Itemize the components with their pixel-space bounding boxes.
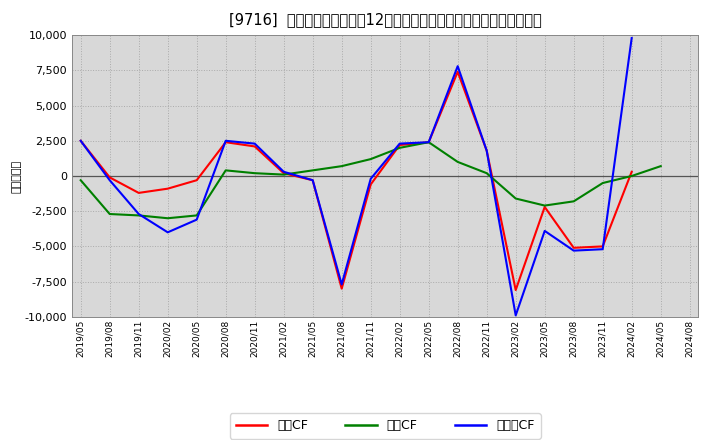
営業CF [76, 138, 85, 143]
フリーCF [511, 313, 520, 318]
営業CF [279, 171, 288, 176]
投資CF [657, 164, 665, 169]
営業CF [163, 186, 172, 191]
フリーCF [279, 169, 288, 174]
投資CF [308, 168, 317, 173]
投資CF [163, 216, 172, 221]
投資CF [192, 213, 201, 218]
営業CF [135, 190, 143, 195]
営業CF [251, 144, 259, 149]
営業CF [511, 287, 520, 293]
フリーCF [541, 228, 549, 234]
フリーCF [192, 217, 201, 222]
Line: 営業CF: 営業CF [81, 72, 631, 290]
Line: 投資CF: 投資CF [81, 142, 661, 218]
投資CF [627, 173, 636, 179]
フリーCF [135, 211, 143, 216]
フリーCF [454, 63, 462, 69]
営業CF [338, 286, 346, 291]
フリーCF [163, 230, 172, 235]
フリーCF [395, 141, 404, 146]
フリーCF [308, 178, 317, 183]
投資CF [279, 172, 288, 177]
営業CF [598, 244, 607, 249]
フリーCF [482, 148, 491, 153]
投資CF [482, 171, 491, 176]
フリーCF [105, 178, 114, 183]
Legend: 営業CF, 投資CF, フリーCF: 営業CF, 投資CF, フリーCF [230, 413, 541, 439]
フリーCF [598, 246, 607, 252]
投資CF [366, 157, 375, 162]
営業CF [627, 169, 636, 174]
営業CF [424, 139, 433, 145]
フリーCF [338, 282, 346, 287]
投資CF [395, 145, 404, 150]
Title: [9716]  キャッシュフローの12か月移動合計の対前年同期増減額の推移: [9716] キャッシュフローの12か月移動合計の対前年同期増減額の推移 [229, 12, 541, 27]
営業CF [541, 204, 549, 209]
営業CF [570, 245, 578, 250]
フリーCF [251, 141, 259, 146]
投資CF [338, 164, 346, 169]
営業CF [366, 182, 375, 187]
営業CF [192, 178, 201, 183]
営業CF [221, 139, 230, 145]
投資CF [454, 159, 462, 165]
投資CF [105, 211, 114, 216]
営業CF [454, 69, 462, 74]
投資CF [424, 139, 433, 145]
Line: フリーCF: フリーCF [81, 38, 631, 315]
投資CF [76, 178, 85, 183]
フリーCF [366, 176, 375, 181]
フリーCF [424, 139, 433, 145]
営業CF [308, 178, 317, 183]
営業CF [395, 143, 404, 148]
投資CF [221, 168, 230, 173]
投資CF [570, 199, 578, 204]
フリーCF [627, 35, 636, 40]
Y-axis label: （百万円）: （百万円） [12, 159, 22, 193]
フリーCF [570, 248, 578, 253]
営業CF [482, 148, 491, 153]
投資CF [541, 203, 549, 208]
フリーCF [76, 138, 85, 143]
投資CF [511, 196, 520, 201]
フリーCF [221, 138, 230, 143]
投資CF [598, 180, 607, 186]
投資CF [135, 213, 143, 218]
投資CF [251, 171, 259, 176]
営業CF [105, 175, 114, 180]
